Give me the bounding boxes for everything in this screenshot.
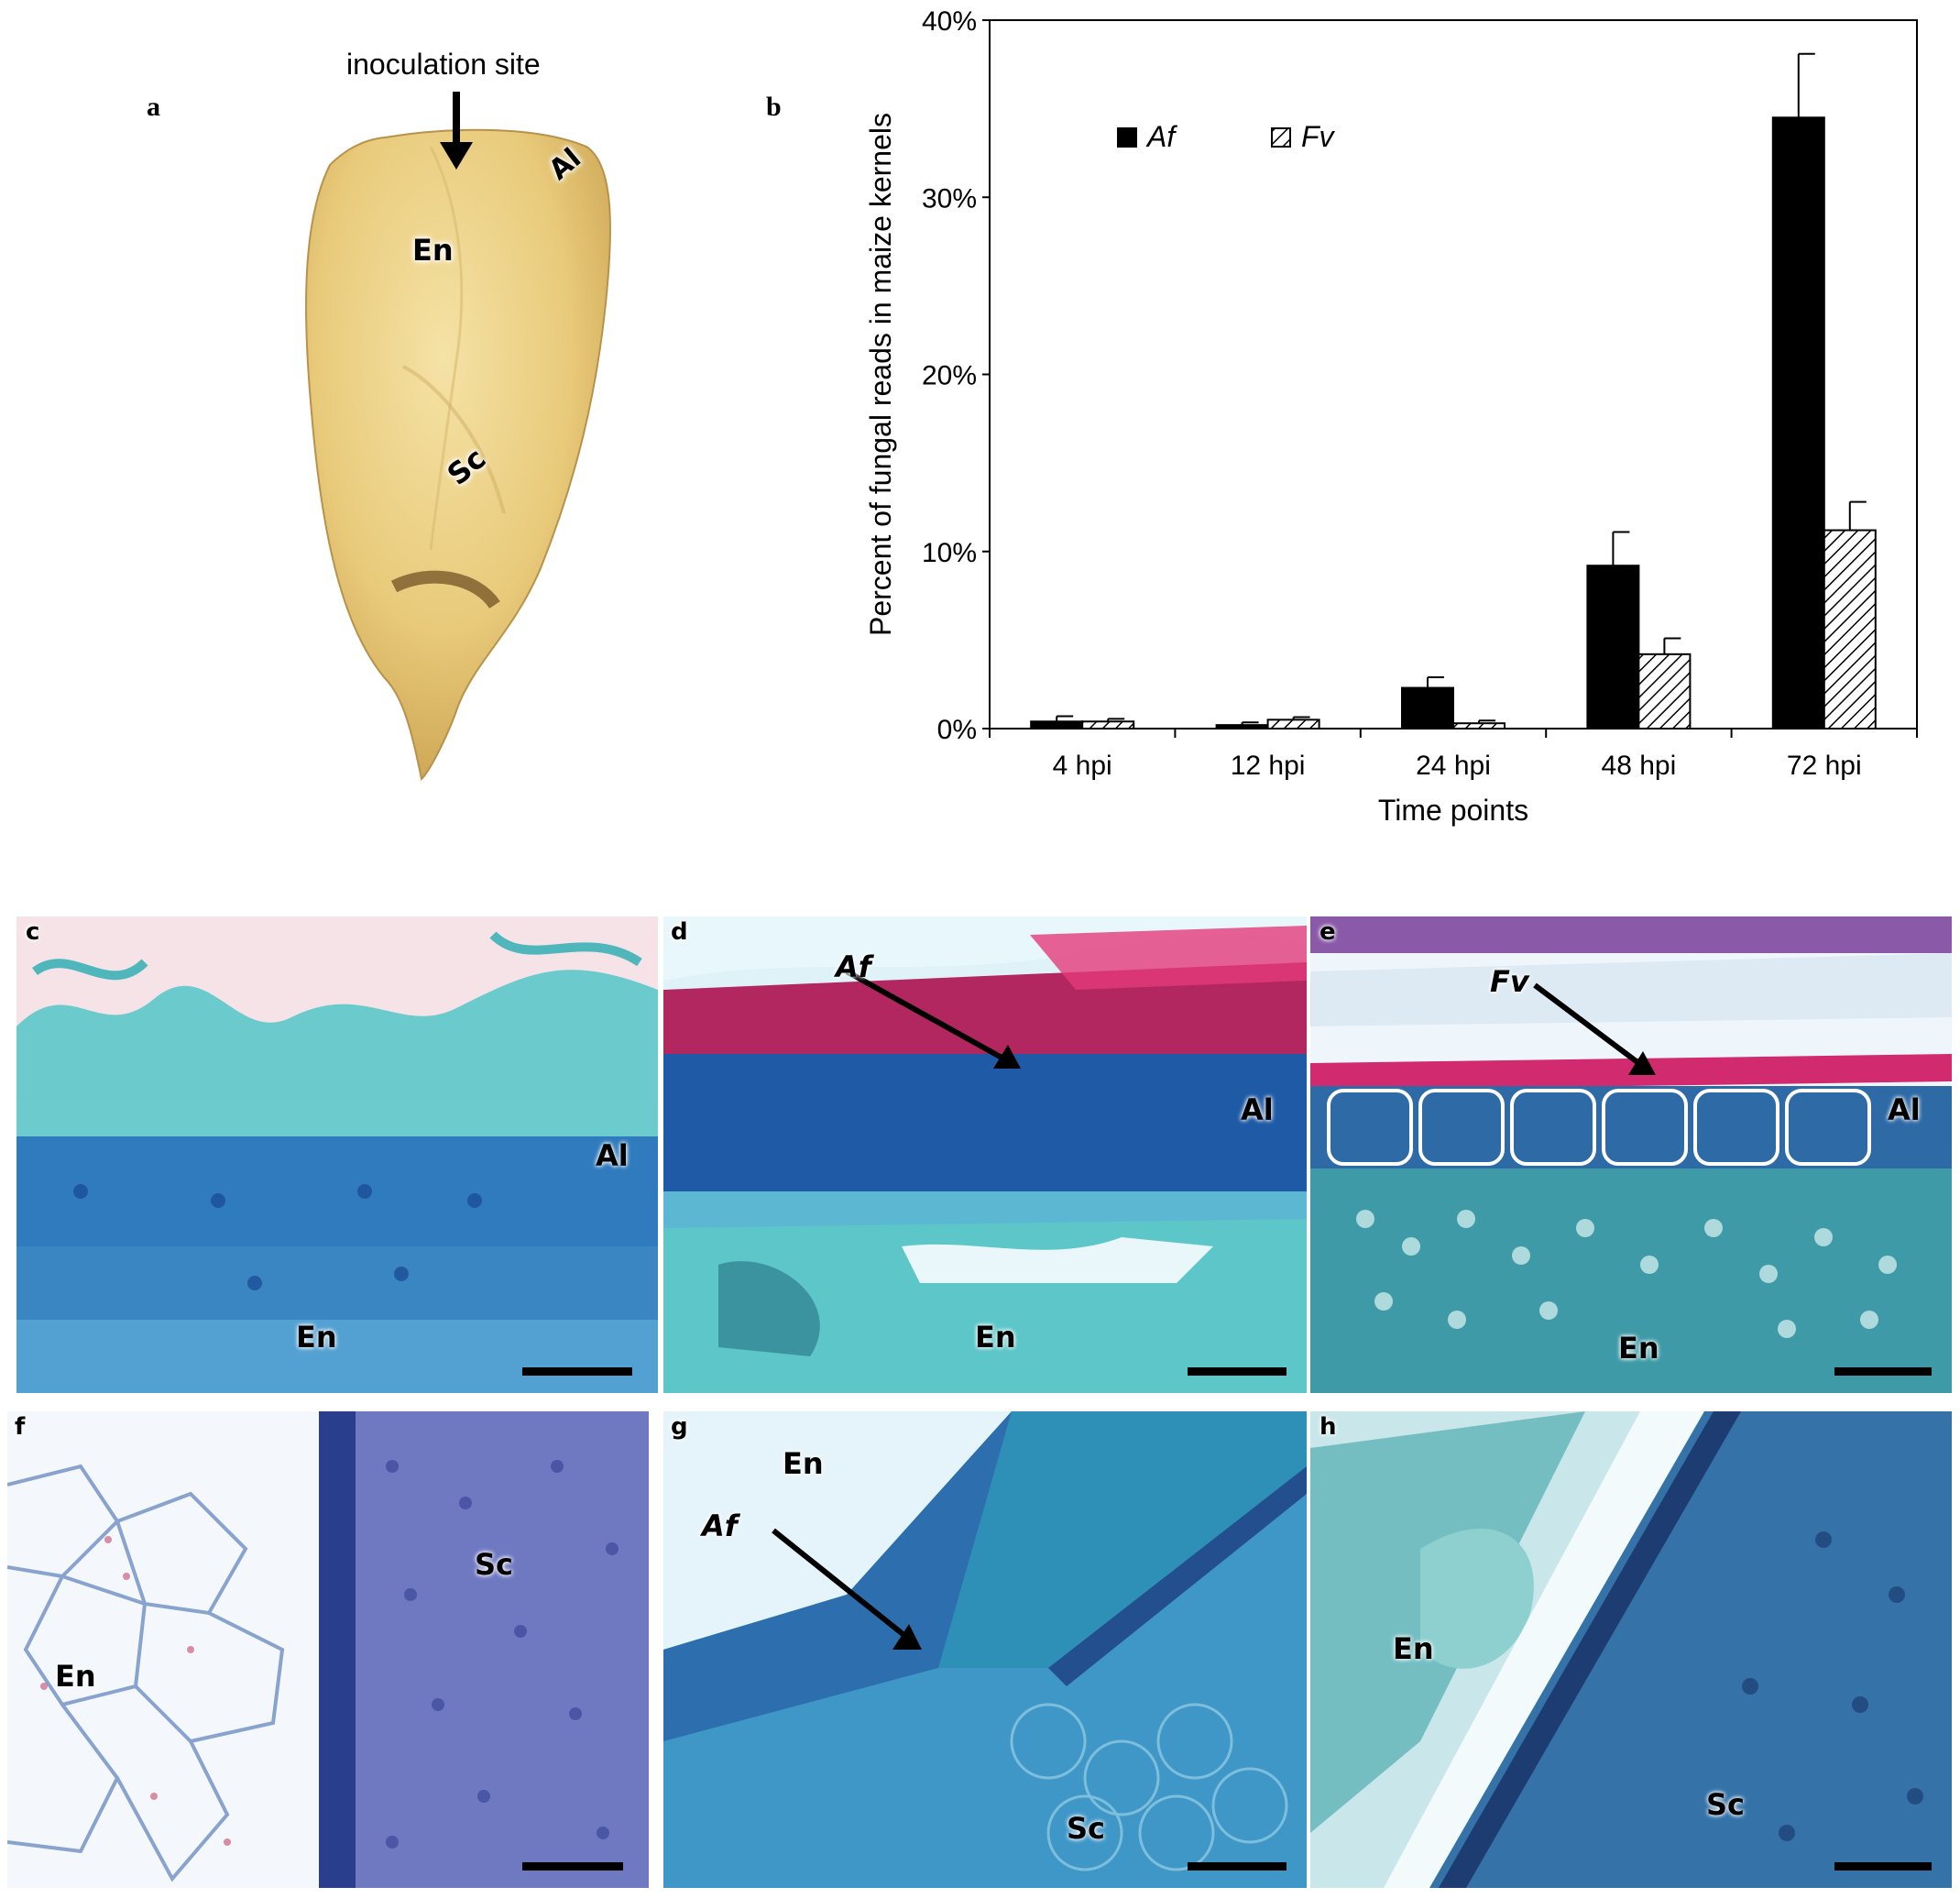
x-tick-label: 4 hpi — [1053, 751, 1112, 781]
bar-fv-4 — [1823, 529, 1877, 730]
micrograph-e-arrow — [1533, 982, 1656, 1075]
micrograph-c-image — [16, 916, 658, 1393]
micrograph-e-arrow-label: Fv — [1490, 964, 1529, 999]
micrograph-g-arrow-label: Af — [702, 1509, 738, 1543]
micrograph-g-arrow — [772, 1528, 922, 1650]
micrograph-g-label-sc: Sc — [1067, 1811, 1106, 1846]
x-tick-label: 12 hpi — [1231, 751, 1306, 781]
micrograph-d-label-en: En — [975, 1320, 1016, 1355]
bar-fv-2 — [1452, 722, 1506, 730]
bar-fv-1 — [1266, 719, 1320, 730]
micrograph-c: c Al En — [16, 916, 658, 1393]
micrograph-f-image — [7, 1411, 649, 1888]
bar-af-4 — [1771, 116, 1825, 730]
micrograph-d-letter: d — [671, 918, 688, 946]
inoculation-site-label: inoculation site — [346, 48, 541, 81]
legend-label-fv: Fv — [1301, 120, 1336, 153]
micrograph-d-label-al: Al — [1241, 1092, 1274, 1127]
micrograph-g: g En Af Sc — [663, 1411, 1307, 1888]
micrograph-d-arrow-label: Af — [836, 949, 871, 984]
micrograph-c-label-al: Al — [596, 1138, 629, 1173]
y-axis-label: Percent of fungal reads in maize kernels — [864, 113, 897, 636]
micrograph-e-label-al: Al — [1888, 1092, 1921, 1127]
bar-fv-0 — [1081, 720, 1135, 730]
micrograph-d-scalebar — [1188, 1367, 1287, 1376]
micrograph-d-arrow — [845, 969, 1021, 1069]
y-tick-label: 10% — [922, 538, 977, 568]
bar-af-2 — [1401, 686, 1454, 730]
kernel-label-en: En — [412, 233, 454, 268]
bar-af-1 — [1215, 724, 1269, 730]
x-tick-label: 48 hpi — [1602, 751, 1677, 781]
y-tick-label: 0% — [937, 715, 977, 745]
y-tick-label: 20% — [922, 361, 977, 391]
micrograph-f-label-sc: Sc — [475, 1547, 514, 1582]
panel-a-letter: a — [147, 92, 160, 122]
micrograph-h-letter: h — [1319, 1413, 1337, 1441]
micrograph-d-image — [663, 916, 1307, 1393]
micrograph-g-label-en: En — [783, 1446, 824, 1481]
kernel-shape — [305, 128, 611, 782]
micrograph-e-letter: e — [1319, 918, 1336, 946]
fungal-reads-bar-chart: 0% 10% 20% 30% 40% 4 hpi 12 hpi 24 hpi 48 hpi 72 … — [864, 6, 1918, 827]
x-axis-label: Time points — [1378, 794, 1528, 827]
micrograph-e-scalebar — [1834, 1367, 1932, 1376]
legend-swatch-fv — [1271, 127, 1291, 148]
micrograph-c-scalebar — [522, 1367, 632, 1376]
micrograph-h-label-en: En — [1393, 1631, 1434, 1666]
micrograph-f-label-en: En — [55, 1659, 96, 1694]
y-tick-label: 30% — [922, 183, 977, 214]
micrograph-d: d Af Al En — [663, 916, 1307, 1393]
micrograph-h: h En Sc — [1310, 1411, 1952, 1888]
micrograph-h-image — [1310, 1411, 1952, 1888]
micrograph-g-letter: g — [671, 1413, 688, 1441]
micrograph-h-label-sc: Sc — [1706, 1787, 1746, 1822]
micrograph-g-image — [663, 1411, 1307, 1888]
x-tick-label: 24 hpi — [1416, 751, 1491, 781]
bar-fv-3 — [1637, 653, 1692, 730]
x-tick-label: 72 hpi — [1787, 751, 1862, 781]
micrograph-c-label-en: En — [296, 1320, 337, 1355]
micrograph-e-image — [1310, 916, 1952, 1393]
bar-af-0 — [1030, 720, 1084, 730]
micrograph-e-label-en: En — [1618, 1331, 1659, 1366]
micrograph-h-scalebar — [1834, 1862, 1932, 1871]
micrograph-c-letter: c — [26, 918, 40, 946]
micrograph-e: e Fv Al En — [1310, 916, 1952, 1393]
bar-af-3 — [1586, 565, 1640, 730]
micrograph-g-scalebar — [1188, 1862, 1287, 1871]
legend-label-af: Af — [1145, 120, 1177, 153]
maize-kernel-image — [305, 92, 611, 782]
micrograph-f: f En Sc — [7, 1411, 649, 1888]
y-tick-label: 40% — [922, 6, 977, 37]
legend-swatch-af — [1117, 127, 1137, 148]
micrograph-f-letter: f — [15, 1413, 26, 1441]
micrograph-f-scalebar — [522, 1862, 623, 1871]
panel-b-letter: b — [766, 92, 782, 122]
